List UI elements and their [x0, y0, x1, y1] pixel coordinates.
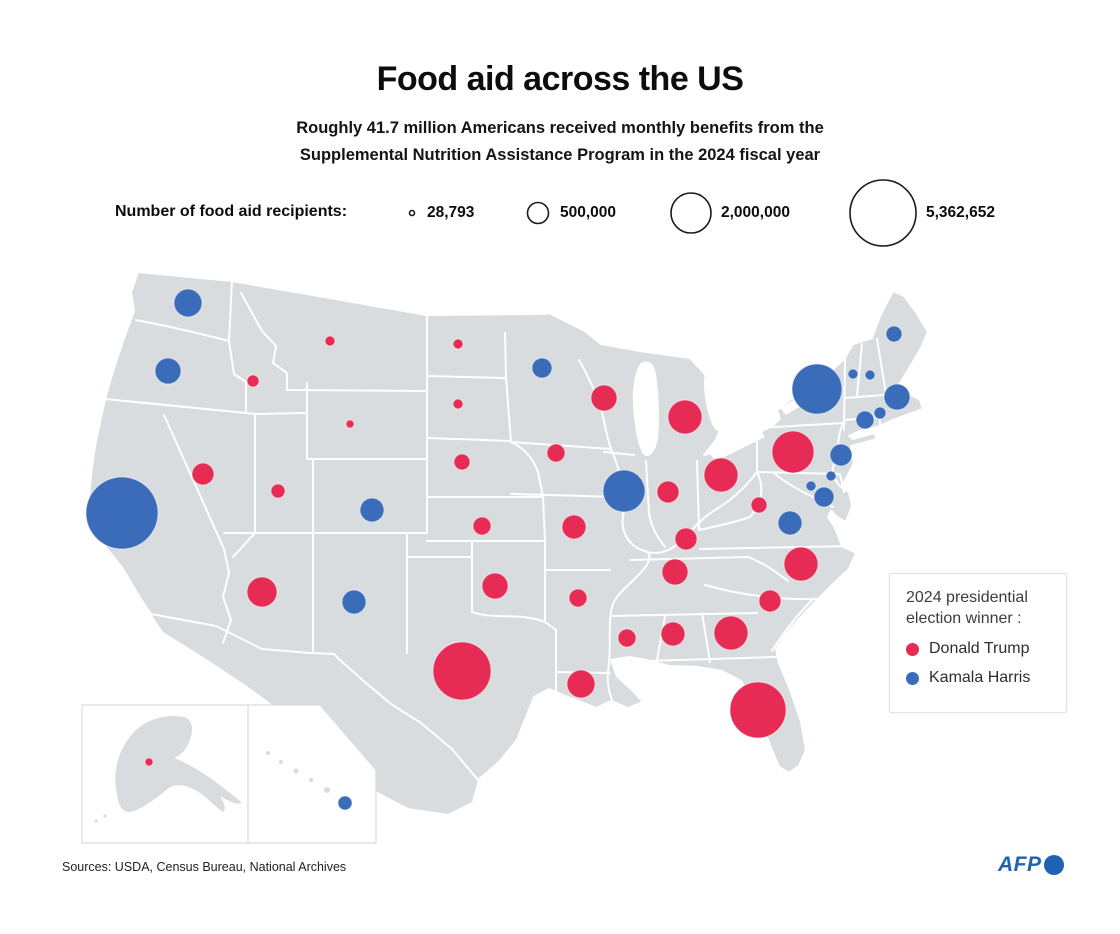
state-bubble-DE — [825, 470, 837, 482]
page-title: Food aid across the US — [376, 60, 744, 98]
legend-label-harris: Kamala Harris — [929, 669, 1031, 686]
state-bubble-OK — [481, 572, 509, 600]
trump-dot-icon — [906, 642, 919, 656]
state-bubbles — [85, 288, 911, 811]
state-bubble-MA — [883, 383, 911, 411]
state-bubble-NH — [864, 369, 876, 381]
legend-title: 2024 presidential election winner : — [906, 587, 1066, 629]
hawaii-island — [309, 778, 313, 782]
size-legend-circle-2 — [526, 201, 550, 225]
size-legend-circles — [408, 179, 917, 247]
state-bubble-AR — [568, 588, 588, 608]
state-bubble-LA — [566, 669, 596, 699]
alaska-landmass — [115, 716, 242, 813]
state-bubble-MO — [561, 514, 587, 540]
state-bubble-SD — [452, 398, 464, 410]
size-legend-value-4: 5,362,652 — [926, 204, 995, 221]
legend-title-line-2: election winner : — [906, 610, 1022, 627]
size-legend-value-2: 500,000 — [560, 204, 617, 221]
subtitle-line-2: Supplemental Nutrition Assistance Progra… — [299, 146, 821, 164]
state-bubble-CO — [359, 497, 385, 523]
state-bubble-MT — [324, 335, 336, 347]
afp-logo-circle-icon — [1043, 855, 1064, 875]
state-bubble-SC — [758, 589, 782, 613]
hawaii-island — [266, 751, 270, 755]
subtitle-line-1: Roughly 41.7 million Americans received … — [296, 119, 824, 137]
state-bubble-OR — [154, 357, 182, 385]
us-landmass — [88, 271, 929, 781]
state-bubble-ME — [885, 325, 903, 343]
size-legend-circle-3 — [670, 192, 712, 234]
size-legend-value-1: 28,793 — [427, 204, 475, 221]
state-bubble-AK — [144, 757, 154, 767]
election-winner-legend: 2024 presidential election winner : Dona… — [889, 573, 1067, 713]
state-bubble-WA — [173, 288, 203, 318]
state-bubble-MS — [617, 628, 637, 648]
state-bubble-NY — [791, 363, 843, 415]
hawaii-island — [293, 768, 299, 774]
state-bubble-DC — [805, 480, 817, 492]
state-bubble-NM — [341, 589, 367, 615]
state-bubble-NV — [191, 462, 215, 486]
sources-text: Sources: USDA, Census Bureau, National A… — [62, 860, 347, 874]
state-bubble-NC — [783, 546, 819, 582]
subtitle: Roughly 41.7 million Americans received … — [0, 115, 1120, 169]
state-bubble-CA — [85, 476, 159, 550]
state-bubble-WI — [590, 384, 618, 412]
state-bubble-CT — [855, 410, 875, 430]
state-bubble-MN — [531, 357, 553, 379]
state-bubble-HI — [337, 795, 353, 811]
state-bubble-WV — [750, 496, 768, 514]
state-bubble-RI — [873, 406, 887, 420]
lake-huron — [704, 367, 735, 432]
state-bubble-WY — [345, 419, 355, 429]
lake-michigan — [632, 361, 660, 457]
state-bubble-MD — [813, 486, 835, 508]
afp-logo-text: AFP — [998, 853, 1042, 876]
size-legend-value-3: 2,000,000 — [721, 204, 790, 221]
state-bubble-IN — [656, 480, 680, 504]
size-legend-circle-1 — [408, 209, 416, 217]
state-bubble-OH — [703, 457, 739, 493]
hawaii-island — [279, 760, 283, 764]
state-bubble-VT — [847, 368, 859, 380]
state-bubble-TX — [432, 641, 492, 701]
state-bubble-AZ — [246, 576, 278, 608]
size-legend-label: Number of food aid recipients: — [115, 203, 348, 220]
hawaii-island — [324, 787, 330, 793]
afp-logo: AFP — [998, 853, 1064, 877]
state-bubble-KY — [674, 527, 698, 551]
state-bubble-VA — [777, 510, 803, 536]
state-bubble-FL — [729, 681, 787, 739]
state-bubble-AL — [660, 621, 686, 647]
state-bubble-GA — [713, 615, 749, 651]
lake-erie — [708, 429, 765, 461]
state-bubble-IL — [602, 469, 646, 513]
state-bubble-NE — [453, 453, 471, 471]
aleutian-island — [103, 814, 107, 818]
state-bubble-ID — [246, 374, 260, 388]
state-bubble-IA — [546, 443, 566, 463]
legend-item-trump: Donald Trump — [906, 640, 1066, 658]
state-bubble-NJ — [829, 443, 853, 467]
state-bubble-UT — [270, 483, 286, 499]
harris-dot-icon — [906, 671, 919, 685]
legend-label-trump: Donald Trump — [929, 640, 1030, 657]
state-bubble-ND — [452, 338, 464, 350]
state-bubble-MI — [667, 399, 703, 435]
size-legend-circle-4 — [849, 179, 917, 247]
legend-item-harris: Kamala Harris — [906, 669, 1066, 687]
aleutian-island — [94, 819, 98, 823]
state-bubble-PA — [771, 430, 815, 474]
legend-title-line-1: 2024 presidential — [906, 589, 1028, 606]
state-bubble-KS — [472, 516, 492, 536]
state-bubble-TN — [661, 558, 689, 586]
